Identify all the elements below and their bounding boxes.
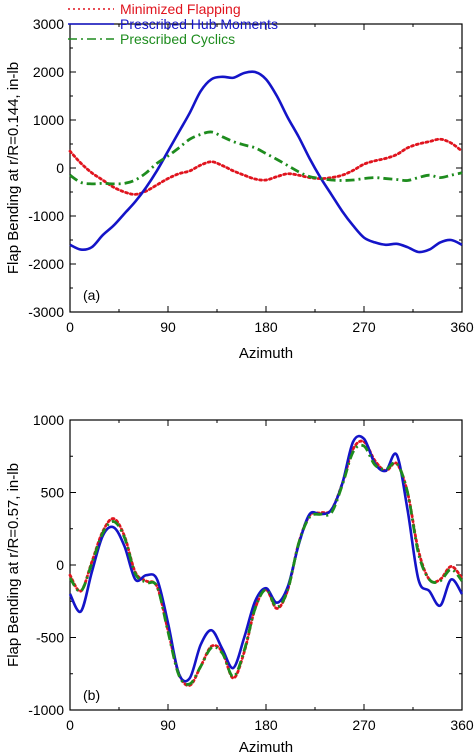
y-tick-label: 0 [56, 557, 64, 573]
y-tick-label: 2000 [33, 64, 64, 80]
y-axis-title: Flap Bending at r/R=0.57, in-lb [5, 463, 22, 667]
y-tick-label: -1000 [28, 208, 64, 224]
legend-label: Minimized Flapping [120, 1, 241, 17]
y-tick-label: -2000 [28, 256, 64, 272]
y-tick-label: 3000 [33, 16, 64, 32]
panel-a: -3000 -2000 -1000 0 1000 2000 3000 0 90 180 270 360… [5, 1, 474, 362]
legend-label: Prescribed Cyclics [120, 31, 235, 47]
x-tick-label: 180 [254, 319, 278, 335]
y-tick-label: -500 [36, 630, 64, 646]
series-line-prescribed-cyclics [69, 130, 463, 186]
series-line-prescribed-hub-moments [68, 434, 464, 683]
y-axis-title: Flap Bending at r/R=0.144, in-lb [5, 62, 22, 274]
x-tick-label: 360 [450, 319, 474, 335]
legend-label: Prescribed Hub Moments [120, 16, 278, 32]
x-tick-label: 180 [254, 717, 278, 733]
x-axis-title: Azimuth [239, 739, 293, 756]
panel-label: (a) [83, 287, 100, 303]
x-tick-label: 90 [160, 717, 176, 733]
x-tick-label: 90 [160, 319, 176, 335]
y-tick-label: 1000 [33, 112, 64, 128]
panel-label: (b) [83, 687, 100, 703]
panel-b: -1000 -500 0 500 1000 0 90 180 270 360 Azimuth Flap… [5, 412, 474, 756]
x-tick-label: 0 [66, 319, 74, 335]
y-tick-label: 1000 [33, 412, 64, 428]
series-line-prescribed-hub-moments [69, 70, 463, 254]
series-line-prescribed-cyclics [68, 443, 464, 686]
series-line-minimized-flapping [68, 137, 464, 196]
x-axis-title: Azimuth [239, 345, 293, 362]
y-tick-label: 0 [56, 160, 64, 176]
y-tick-label: -1000 [28, 702, 64, 718]
x-tick-label: 0 [66, 717, 74, 733]
x-tick-label: 270 [352, 319, 376, 335]
y-tick-label: -3000 [28, 304, 64, 320]
x-tick-label: 270 [352, 717, 376, 733]
y-tick-label: 500 [41, 485, 65, 501]
x-tick-label: 360 [450, 717, 474, 733]
